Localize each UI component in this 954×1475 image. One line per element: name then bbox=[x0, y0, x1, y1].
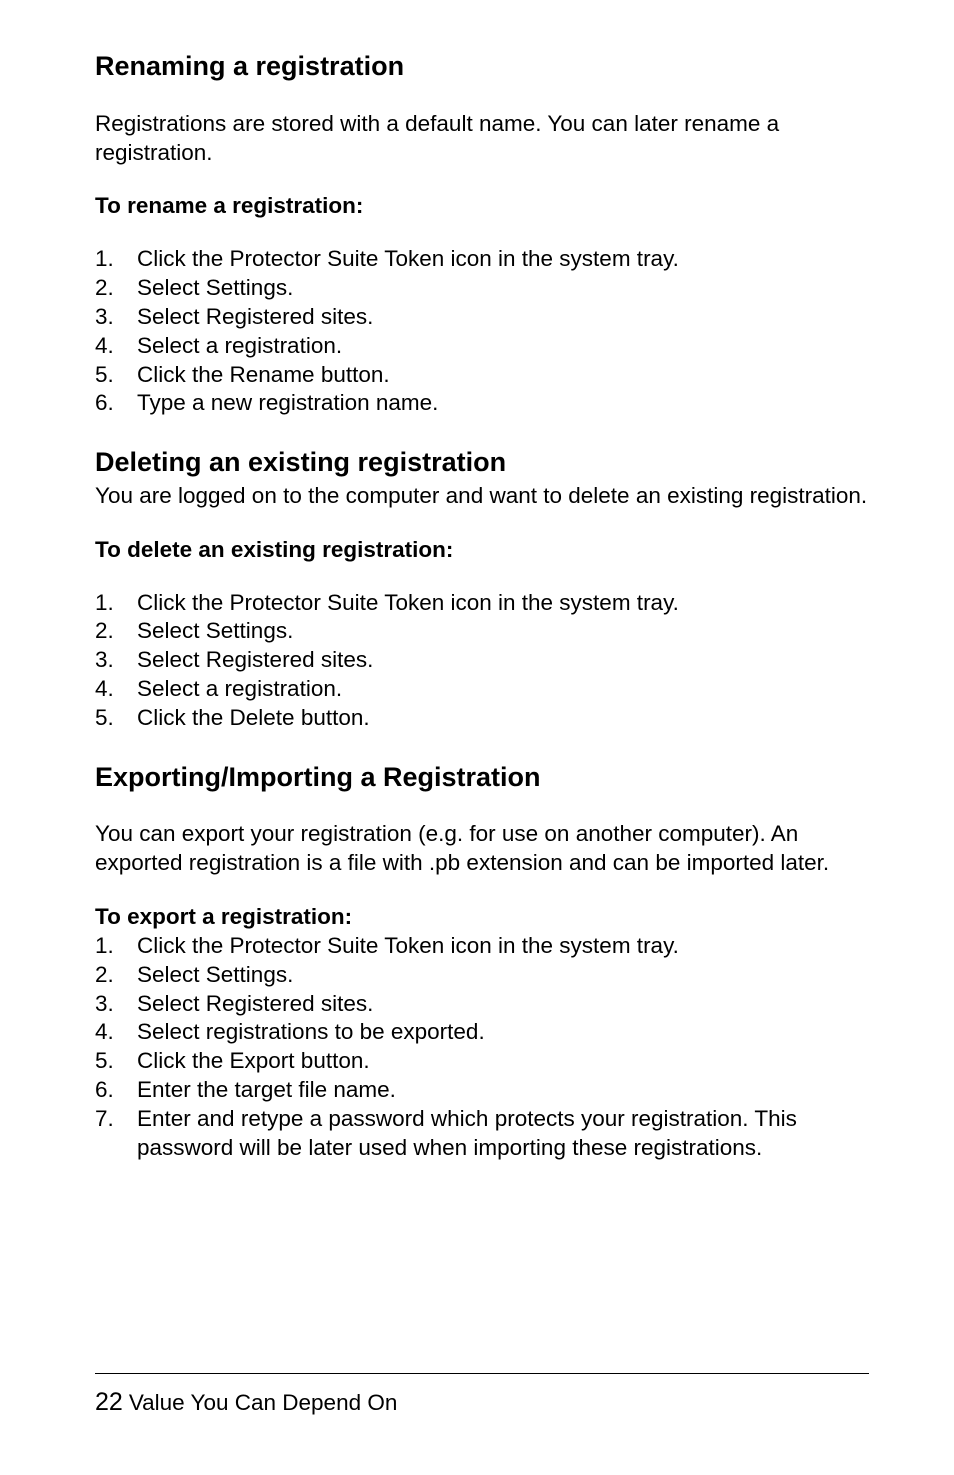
step-number: 1. bbox=[95, 245, 137, 274]
step-text: Click the Protector Suite Token icon in … bbox=[137, 245, 869, 274]
step-text: Select registrations to be exported. bbox=[137, 1018, 869, 1047]
list-item: 5.Click the Rename button. bbox=[95, 361, 869, 390]
step-text: Select Settings. bbox=[137, 617, 869, 646]
step-number: 2. bbox=[95, 617, 137, 646]
list-item: 2.Select Settings. bbox=[95, 274, 869, 303]
list-item: 4.Select a registration. bbox=[95, 675, 869, 704]
list-renaming-steps: 1.Click the Protector Suite Token icon i… bbox=[95, 245, 869, 418]
paragraph-exporting-intro: You can export your registration (e.g. f… bbox=[95, 820, 869, 878]
step-number: 4. bbox=[95, 675, 137, 704]
list-item: 5.Click the Delete button. bbox=[95, 704, 869, 733]
paragraph-deleting-intro: You are logged on to the computer and wa… bbox=[95, 482, 869, 511]
step-number: 2. bbox=[95, 961, 137, 990]
list-item: 4.Select registrations to be exported. bbox=[95, 1018, 869, 1047]
step-number: 5. bbox=[95, 704, 137, 733]
list-item: 3.Select Registered sites. bbox=[95, 646, 869, 675]
step-number: 3. bbox=[95, 646, 137, 675]
subheading-deleting-lead: To delete an existing registration: bbox=[95, 537, 869, 563]
list-item: 4.Select a registration. bbox=[95, 332, 869, 361]
list-item: 1.Click the Protector Suite Token icon i… bbox=[95, 589, 869, 618]
heading-deleting: Deleting an existing registration bbox=[95, 446, 869, 480]
step-number: 5. bbox=[95, 1047, 137, 1076]
step-number: 3. bbox=[95, 990, 137, 1019]
list-item: 3.Select Registered sites. bbox=[95, 303, 869, 332]
step-text: Type a new registration name. bbox=[137, 389, 869, 418]
step-number: 5. bbox=[95, 361, 137, 390]
document-page: Renaming a registration Registrations ar… bbox=[0, 0, 954, 1475]
list-item: 7.Enter and retype a password which prot… bbox=[95, 1105, 869, 1163]
step-text: Select a registration. bbox=[137, 675, 869, 704]
list-deleting-steps: 1.Click the Protector Suite Token icon i… bbox=[95, 589, 869, 733]
step-number: 6. bbox=[95, 1076, 137, 1105]
step-text: Click the Protector Suite Token icon in … bbox=[137, 589, 869, 618]
step-number: 1. bbox=[95, 932, 137, 961]
list-item: 3.Select Registered sites. bbox=[95, 990, 869, 1019]
page-number: 22 bbox=[95, 1388, 123, 1417]
step-text: Enter and retype a password which protec… bbox=[137, 1105, 869, 1163]
step-number: 7. bbox=[95, 1105, 137, 1163]
step-text: Select a registration. bbox=[137, 332, 869, 361]
step-number: 6. bbox=[95, 389, 137, 418]
step-text: Click the Rename button. bbox=[137, 361, 869, 390]
list-item: 1.Click the Protector Suite Token icon i… bbox=[95, 245, 869, 274]
list-exporting-steps: 1.Click the Protector Suite Token icon i… bbox=[95, 932, 869, 1162]
step-text: Click the Export button. bbox=[137, 1047, 869, 1076]
footer-tagline: Value You Can Depend On bbox=[129, 1390, 398, 1416]
paragraph-renaming-intro: Registrations are stored with a default … bbox=[95, 110, 869, 168]
footer-line: 22 Value You Can Depend On bbox=[95, 1388, 869, 1417]
list-item: 1.Click the Protector Suite Token icon i… bbox=[95, 932, 869, 961]
step-text: Select Settings. bbox=[137, 274, 869, 303]
heading-renaming: Renaming a registration bbox=[95, 50, 869, 84]
list-item: 6.Enter the target file name. bbox=[95, 1076, 869, 1105]
step-text: Select Registered sites. bbox=[137, 990, 869, 1019]
step-text: Click the Protector Suite Token icon in … bbox=[137, 932, 869, 961]
list-item: 2.Select Settings. bbox=[95, 961, 869, 990]
step-number: 2. bbox=[95, 274, 137, 303]
step-text: Select Settings. bbox=[137, 961, 869, 990]
list-item: 2.Select Settings. bbox=[95, 617, 869, 646]
step-text: Select Registered sites. bbox=[137, 646, 869, 675]
step-text: Click the Delete button. bbox=[137, 704, 869, 733]
page-footer: 22 Value You Can Depend On bbox=[95, 1373, 869, 1417]
heading-exporting: Exporting/Importing a Registration bbox=[95, 761, 869, 795]
step-number: 1. bbox=[95, 589, 137, 618]
footer-rule bbox=[95, 1373, 869, 1374]
subheading-exporting-lead: To export a registration: bbox=[95, 904, 869, 930]
step-text: Select Registered sites. bbox=[137, 303, 869, 332]
list-item: 5.Click the Export button. bbox=[95, 1047, 869, 1076]
step-number: 3. bbox=[95, 303, 137, 332]
subheading-renaming-lead: To rename a registration: bbox=[95, 193, 869, 219]
step-number: 4. bbox=[95, 332, 137, 361]
step-number: 4. bbox=[95, 1018, 137, 1047]
list-item: 6.Type a new registration name. bbox=[95, 389, 869, 418]
step-text: Enter the target file name. bbox=[137, 1076, 869, 1105]
